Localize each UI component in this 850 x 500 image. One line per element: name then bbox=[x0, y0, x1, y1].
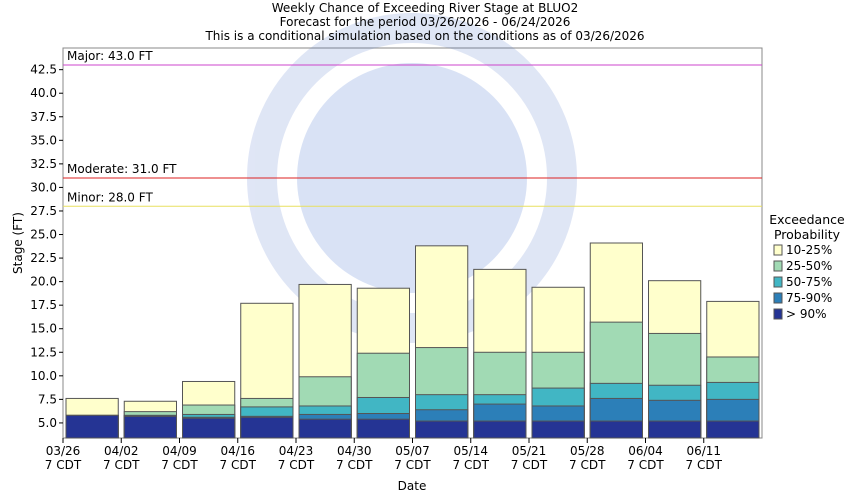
x-tick-sublabel: 7 CDT bbox=[278, 458, 315, 472]
y-tick-label: 17.5 bbox=[30, 298, 57, 312]
legend-swatch bbox=[773, 260, 783, 272]
legend-title: Exceedance Probability bbox=[769, 212, 845, 242]
x-tick-sublabel: 7 CDT bbox=[453, 458, 490, 472]
x-tick-sublabel: 7 CDT bbox=[627, 458, 664, 472]
x-axis-label: Date bbox=[398, 479, 427, 493]
y-tick-label: 32.5 bbox=[30, 157, 57, 171]
bar bbox=[298, 418, 352, 439]
legend-label: 75-90% bbox=[786, 291, 832, 305]
x-tick-sublabel: 7 CDT bbox=[220, 458, 257, 472]
y-tick-label: 20.0 bbox=[30, 275, 57, 289]
x-tick-label: 04/23 bbox=[279, 444, 314, 458]
legend-label: 25-50% bbox=[786, 259, 832, 273]
threshold-label: Major: 43.0 FT bbox=[67, 49, 153, 63]
bar bbox=[240, 416, 294, 439]
bar bbox=[589, 420, 643, 439]
chart-subtitle: Forecast for the period 03/26/2026 - 06/… bbox=[280, 15, 571, 29]
x-tick-label: 04/30 bbox=[337, 444, 372, 458]
y-axis-label: Stage (FT) bbox=[11, 212, 25, 274]
y-tick-label: 40.0 bbox=[30, 86, 57, 100]
y-tick-label: 10.0 bbox=[30, 369, 57, 383]
x-tick-sublabel: 7 CDT bbox=[511, 458, 548, 472]
y-tick-label: 42.5 bbox=[30, 63, 57, 77]
x-tick-label: 05/07 bbox=[395, 444, 430, 458]
legend-swatch bbox=[773, 244, 783, 256]
x-tick-label: 04/09 bbox=[162, 444, 197, 458]
x-tick-sublabel: 7 CDT bbox=[336, 458, 373, 472]
bar bbox=[473, 420, 527, 439]
y-tick-label: 7.5 bbox=[38, 392, 57, 406]
y-tick-label: 22.5 bbox=[30, 251, 57, 265]
legend-swatch bbox=[773, 292, 783, 304]
bar bbox=[65, 414, 119, 439]
threshold-label: Moderate: 31.0 FT bbox=[67, 162, 177, 176]
y-tick-label: 27.5 bbox=[30, 204, 57, 218]
y-tick-label: 37.5 bbox=[30, 110, 57, 124]
x-tick-label: 06/11 bbox=[686, 444, 721, 458]
x-tick-label: 05/28 bbox=[570, 444, 605, 458]
y-tick-label: 35.0 bbox=[30, 133, 57, 147]
y-tick-label: 12.5 bbox=[30, 345, 57, 359]
legend-label: > 90% bbox=[786, 307, 827, 321]
bar bbox=[706, 420, 760, 439]
x-tick-sublabel: 7 CDT bbox=[569, 458, 606, 472]
bar bbox=[531, 420, 585, 439]
x-tick-sublabel: 7 CDT bbox=[686, 458, 723, 472]
chart-title: Weekly Chance of Exceeding River Stage a… bbox=[272, 1, 579, 15]
x-tick-sublabel: 7 CDT bbox=[103, 458, 140, 472]
plot-area bbox=[62, 47, 763, 439]
y-tick-label: 15.0 bbox=[30, 322, 57, 336]
bar bbox=[123, 415, 177, 439]
legend-swatch bbox=[773, 276, 783, 288]
bar bbox=[415, 420, 469, 439]
threshold-label: Minor: 28.0 FT bbox=[67, 190, 153, 204]
legend-swatch bbox=[773, 308, 783, 320]
legend-label: 10-25% bbox=[786, 243, 832, 257]
y-tick-label: 30.0 bbox=[30, 180, 57, 194]
x-tick-label: 06/04 bbox=[628, 444, 663, 458]
x-tick-sublabel: 7 CDT bbox=[394, 458, 431, 472]
x-tick-sublabel: 7 CDT bbox=[161, 458, 198, 472]
x-tick-label: 05/21 bbox=[512, 444, 547, 458]
y-tick-label: 5.0 bbox=[38, 416, 57, 430]
bar bbox=[182, 417, 236, 439]
x-tick-label: 03/26 bbox=[46, 444, 81, 458]
chart-note: This is a conditional simulation based o… bbox=[204, 29, 644, 43]
bar bbox=[356, 418, 410, 439]
x-tick-label: 04/02 bbox=[104, 444, 139, 458]
x-tick-label: 04/16 bbox=[220, 444, 255, 458]
x-tick-sublabel: 7 CDT bbox=[45, 458, 82, 472]
legend-label: 50-75% bbox=[786, 275, 832, 289]
y-tick-label: 25.0 bbox=[30, 228, 57, 242]
x-tick-label: 05/14 bbox=[453, 444, 488, 458]
bar bbox=[648, 420, 702, 439]
